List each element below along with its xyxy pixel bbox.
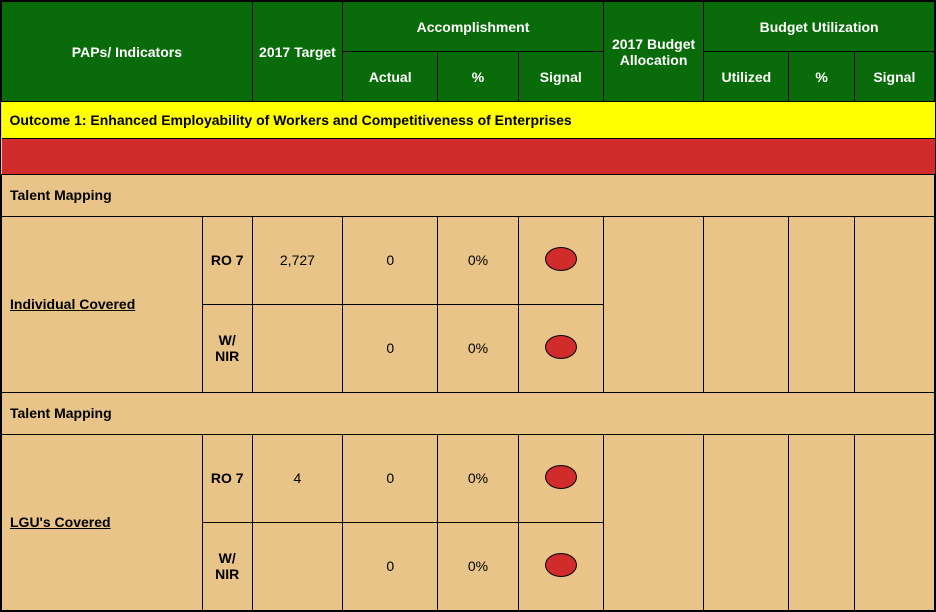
header-percent: % (438, 52, 518, 102)
cell-signal-1 (518, 304, 603, 392)
cell-target-2: 4 (252, 434, 342, 522)
header-indicators: PAPs/ Indicators (2, 2, 253, 102)
cell-actual-1: 0 (343, 304, 438, 392)
cell-util-23 (704, 434, 789, 610)
cell-signal-3 (518, 522, 603, 610)
cell-actual-3: 0 (343, 522, 438, 610)
header-budget-allocation: 2017 Budget Allocation (603, 2, 703, 102)
header-util-signal: Signal (854, 52, 934, 102)
region-ro7-2: RO 7 (202, 434, 252, 522)
header-util-percent: % (789, 52, 854, 102)
cell-usignal-23 (854, 434, 934, 610)
cell-upct-01 (789, 216, 854, 392)
cell-target-3 (252, 522, 342, 610)
region-wnir: W/ NIR (202, 304, 252, 392)
signal-red-icon (545, 553, 577, 577)
header-signal: Signal (518, 52, 603, 102)
signal-red-icon (545, 335, 577, 359)
cell-alloc-23 (603, 434, 703, 610)
cell-pct-0: 0% (438, 216, 518, 304)
budget-table-container: PAPs/ Indicators 2017 Target Accomplishm… (0, 0, 936, 612)
budget-table: PAPs/ Indicators 2017 Target Accomplishm… (1, 1, 935, 611)
cell-pct-3: 0% (438, 522, 518, 610)
cell-util-01 (704, 216, 789, 392)
outcome-heading: Outcome 1: Enhanced Employability of Wor… (2, 102, 935, 139)
header-budget-utilization: Budget Utilization (704, 2, 935, 52)
region-ro7: RO 7 (202, 216, 252, 304)
indicator-lgu-covered[interactable]: LGU's Covered (2, 434, 203, 610)
signal-red-icon (545, 465, 577, 489)
cell-actual-2: 0 (343, 434, 438, 522)
header-accomplishment: Accomplishment (343, 2, 604, 52)
cell-actual-0: 0 (343, 216, 438, 304)
cell-signal-2 (518, 434, 603, 522)
cell-signal-0 (518, 216, 603, 304)
cell-pct-1: 0% (438, 304, 518, 392)
cell-alloc-01 (603, 216, 703, 392)
signal-red-icon (545, 247, 577, 271)
cell-target-0: 2,727 (252, 216, 342, 304)
cell-target-1 (252, 304, 342, 392)
cell-usignal-01 (854, 216, 934, 392)
section-talent-mapping-1: Talent Mapping (2, 174, 935, 216)
cell-pct-2: 0% (438, 434, 518, 522)
region-wnir-2: W/ NIR (202, 522, 252, 610)
header-target: 2017 Target (252, 2, 342, 102)
header-actual: Actual (343, 52, 438, 102)
cell-upct-23 (789, 434, 854, 610)
red-divider (2, 139, 935, 174)
indicator-individual-covered[interactable]: Individual Covered (2, 216, 203, 392)
header-utilized: Utilized (704, 52, 789, 102)
section-talent-mapping-2: Talent Mapping (2, 392, 935, 434)
